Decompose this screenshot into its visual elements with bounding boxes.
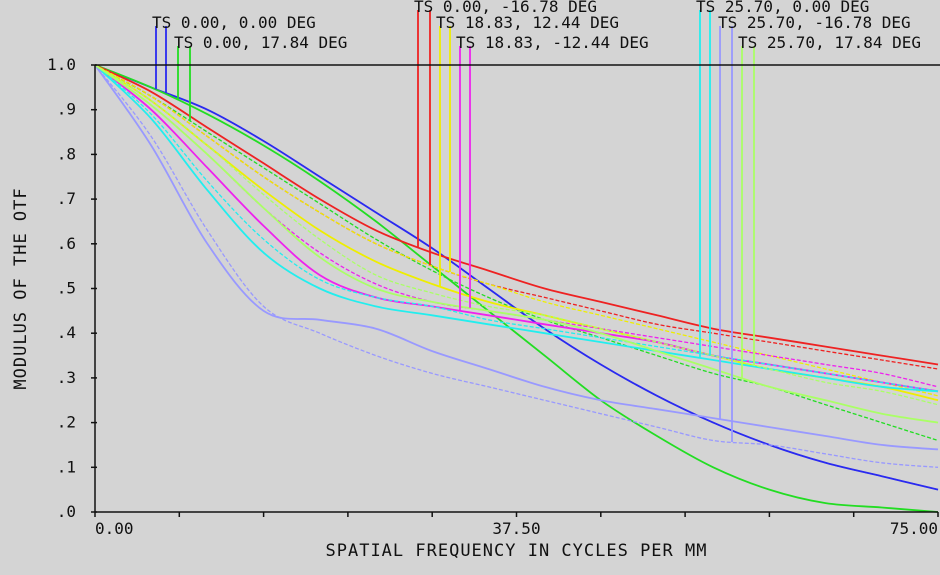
y-tick-label: .6 <box>57 234 76 253</box>
mtf-curve-field-8-tangential <box>94 64 939 424</box>
x-tick-label: 37.50 <box>492 519 540 538</box>
x-tick-label: 75.00 <box>890 519 938 538</box>
legend-label-1: TS 0.00, 0.00 DEG <box>152 13 316 32</box>
y-tick-label: 1.0 <box>47 55 76 74</box>
legend-label-4: TS 18.83, 12.44 DEG <box>436 13 619 32</box>
mtf-curve-field-4-sagittal <box>94 64 939 397</box>
mtf-curve-field-6-sagittal <box>94 64 939 392</box>
curve-layer <box>94 64 939 513</box>
y-tick-label: .7 <box>57 189 76 208</box>
x-axis-label: SPATIAL FREQUENCY IN CYCLES PER MM <box>326 541 708 561</box>
label-layer: .0 .1 .2 .3 .4 .5 .6 .7 .8 .9 1.0 0.00 37.50 75.00 TS … <box>47 0 938 538</box>
mtf-curve-field-7-tangential <box>94 64 939 451</box>
legend-label-7: TS 25.70, -16.78 DEG <box>718 13 911 32</box>
legend-marker-layer <box>155 10 755 442</box>
legend-label-8: TS 25.70, 17.84 DEG <box>738 33 921 52</box>
mtf-curve-field-3-tangential <box>94 64 939 366</box>
y-tick-label: .4 <box>57 323 76 342</box>
mtf-curve-field-2-sagittal <box>94 64 939 442</box>
y-tick-label: .5 <box>57 279 76 298</box>
y-tick-label: .2 <box>57 413 76 432</box>
legend-label-5: TS 18.83, -12.44 DEG <box>456 33 649 52</box>
legend-label-2: TS 0.00, 17.84 DEG <box>174 33 347 52</box>
x-tick-label: 0.00 <box>95 519 134 538</box>
legend-label-6: TS 25.70, 0.00 DEG <box>696 0 869 16</box>
mtf-curve-field-6-tangential <box>94 64 939 393</box>
legend-label-3: TS 0.00, -16.78 DEG <box>414 0 597 16</box>
y-tick-label: .0 <box>57 502 76 521</box>
y-tick-label: .3 <box>57 368 76 387</box>
mtf-curve-field-1-tangential <box>94 64 939 491</box>
axes-layer <box>91 64 940 517</box>
y-tick-label: .8 <box>57 144 76 163</box>
y-tick-label: .9 <box>57 100 76 119</box>
y-axis-label: MODULUS OF THE OTF <box>11 187 31 389</box>
y-tick-label: .1 <box>57 457 76 476</box>
mtf-curve-field-7-sagittal <box>94 64 939 468</box>
